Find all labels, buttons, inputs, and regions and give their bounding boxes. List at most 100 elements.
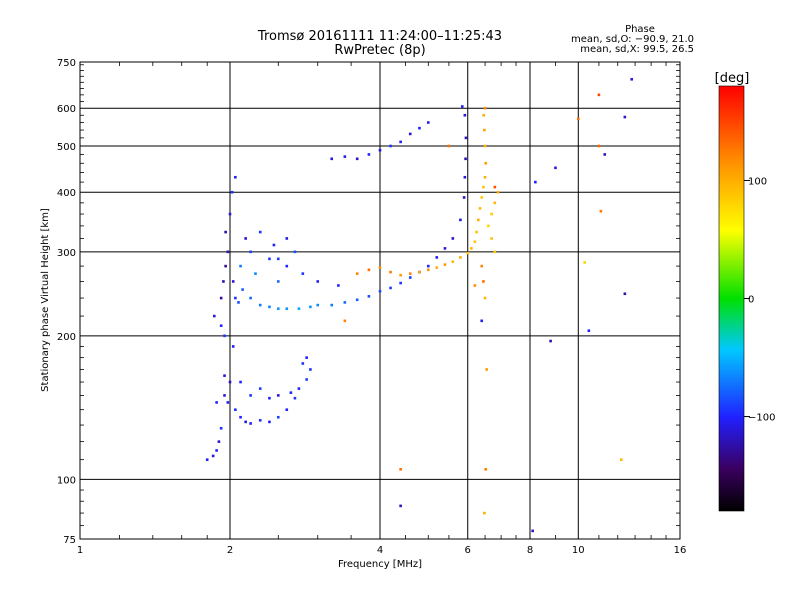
- x-tick-label: 6: [465, 545, 471, 556]
- o-mode-point: [462, 196, 466, 199]
- o-mode-point: [309, 305, 312, 309]
- o-mode-point: [378, 289, 382, 293]
- x-mode-point: [470, 247, 473, 250]
- o-mode-point: [285, 264, 289, 268]
- o-mode-point: [223, 374, 226, 377]
- x-mode-point: [367, 268, 371, 272]
- x-mode-point: [480, 264, 484, 268]
- minor-ticks: [80, 62, 680, 539]
- o-mode-point: [343, 301, 347, 304]
- stats-line-o: mean, sd,O: −90.9, 21.0: [571, 34, 694, 45]
- o-mode-point: [451, 237, 455, 240]
- x-mode-point: [599, 209, 603, 213]
- o-mode-point: [217, 440, 221, 443]
- o-mode-point: [223, 334, 226, 338]
- o-mode-point: [211, 454, 215, 458]
- y-tick-label: 400: [57, 188, 76, 199]
- x-mode-point: [475, 230, 478, 234]
- o-mode-point: [215, 449, 218, 452]
- x-mode-point: [482, 185, 485, 189]
- o-mode-point: [205, 458, 209, 461]
- x-mode-point: [426, 268, 430, 272]
- x-mode-point: [487, 224, 490, 228]
- x-mode-point: [597, 93, 601, 97]
- o-mode-point: [309, 368, 312, 371]
- o-mode-point: [276, 257, 280, 261]
- o-mode-point: [230, 190, 234, 194]
- o-mode-point: [285, 307, 289, 310]
- o-mode-point: [219, 324, 223, 328]
- o-mode-point: [258, 419, 262, 422]
- x-tick-label: 2: [227, 545, 233, 556]
- x-mode-point: [473, 240, 477, 244]
- y-tick-label: 600: [57, 104, 76, 115]
- o-mode-point: [258, 230, 262, 234]
- o-mode-point: [549, 339, 552, 343]
- o-mode-point: [297, 387, 301, 390]
- colorbar-tick-label: 100: [748, 176, 767, 187]
- o-mode-point: [234, 296, 237, 300]
- o-mode-point: [426, 264, 430, 268]
- chart-title: Tromsø 20161111 11:24:00–11:25:43: [257, 29, 502, 44]
- o-mode-point: [408, 132, 412, 136]
- o-mode-point: [222, 280, 225, 283]
- data-points: [205, 77, 634, 533]
- o-mode-point: [463, 113, 467, 117]
- o-mode-point: [249, 296, 252, 300]
- o-mode-point: [249, 394, 252, 397]
- o-mode-point: [587, 329, 591, 332]
- y-tick-label: 750: [57, 58, 76, 69]
- x-mode-point: [483, 511, 486, 515]
- x-mode-point: [482, 113, 486, 117]
- o-mode-point: [554, 166, 557, 170]
- y-tick-label: 75: [63, 535, 76, 546]
- o-mode-point: [219, 296, 223, 300]
- o-mode-point: [268, 420, 271, 424]
- o-mode-point: [399, 504, 402, 508]
- o-mode-point: [623, 115, 627, 119]
- y-tick-label: 500: [57, 142, 76, 153]
- o-mode-point: [301, 272, 305, 275]
- o-mode-point: [301, 362, 305, 365]
- stats-heading: Phase: [625, 24, 655, 35]
- colorbar-label: [deg]: [715, 71, 750, 86]
- o-mode-point: [330, 157, 334, 161]
- o-mode-point: [630, 77, 634, 81]
- o-mode-point: [289, 391, 293, 394]
- y-tick-labels: 75 100 200 300 400 500 600 750: [57, 58, 76, 546]
- o-mode-point: [268, 305, 271, 309]
- o-mode-point: [378, 148, 382, 152]
- o-mode-point: [258, 387, 262, 390]
- o-mode-point: [534, 180, 537, 184]
- x-mode-point: [355, 272, 359, 275]
- o-mode-point: [285, 408, 289, 412]
- o-mode-point: [603, 153, 607, 156]
- x-mode-point: [583, 261, 586, 264]
- o-mode-point: [249, 422, 252, 425]
- x-mode-point: [493, 201, 497, 205]
- o-mode-point: [224, 230, 227, 234]
- o-mode-point: [228, 212, 232, 216]
- o-mode-point: [408, 276, 412, 279]
- y-axis-label: Stationary phase Virtual Height [km]: [40, 208, 51, 392]
- o-mode-point: [226, 401, 230, 404]
- x-mode-point: [493, 250, 497, 254]
- o-mode-point: [399, 281, 402, 285]
- x-mode-point: [389, 270, 392, 274]
- x-mode-point: [378, 266, 382, 269]
- x-tick-label: 8: [527, 545, 533, 556]
- o-mode-point: [367, 295, 371, 298]
- x-mode-point: [451, 260, 455, 264]
- o-mode-point: [337, 284, 340, 287]
- o-mode-point: [316, 303, 320, 307]
- x-mode-point: [478, 207, 482, 210]
- o-mode-point: [258, 303, 262, 307]
- o-mode-point: [330, 303, 334, 307]
- o-mode-point: [480, 319, 484, 323]
- colorbar-ticks: 100 0 −100: [744, 176, 775, 424]
- o-mode-point: [219, 426, 223, 430]
- o-mode-point: [228, 380, 232, 384]
- x-mode-point: [496, 190, 500, 194]
- y-tick-label: 300: [57, 248, 76, 259]
